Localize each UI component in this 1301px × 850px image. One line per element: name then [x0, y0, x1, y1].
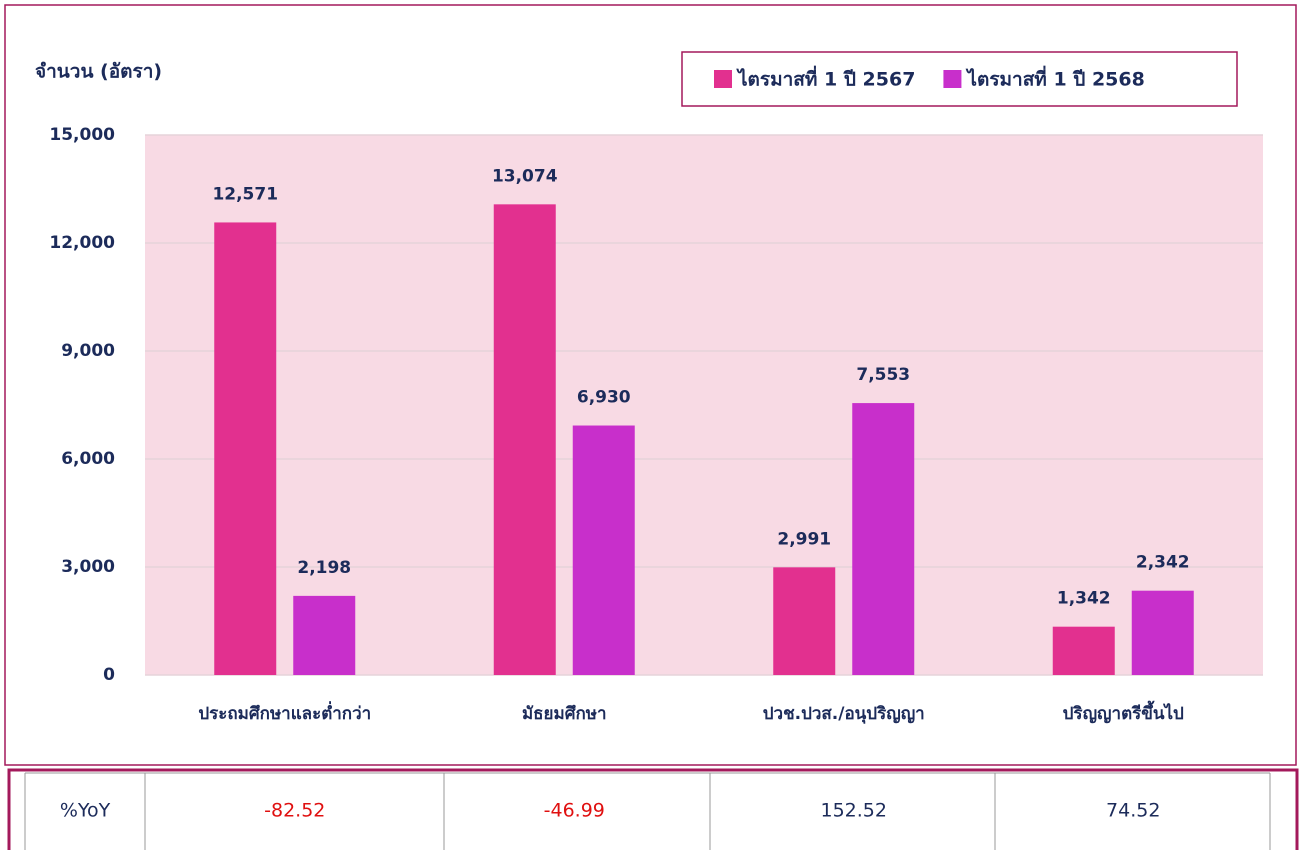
legend-swatch	[943, 70, 962, 88]
value-label: 7,553	[856, 365, 910, 385]
bar	[293, 595, 356, 675]
table-header: %YoY	[60, 800, 111, 822]
bar	[773, 567, 836, 675]
bar	[493, 204, 556, 675]
plot-area	[145, 135, 1263, 675]
legend-label: ไตรมาสที่ 1 ปี 2568	[965, 66, 1144, 91]
x-tick-label: ปวช.ปวส./อนุปริญญา	[763, 704, 925, 724]
table-cell: 74.52	[1106, 800, 1160, 822]
table-cell: -82.52	[264, 800, 325, 822]
y-tick-label: 15,000	[49, 125, 115, 145]
bar	[1131, 590, 1194, 675]
x-tick-label: ปริญญาตรีขึ้นไป	[1063, 700, 1184, 724]
bar	[1052, 626, 1115, 675]
bar	[572, 425, 635, 675]
x-tick-label: มัธยมศึกษา	[522, 704, 607, 724]
value-label: 13,074	[492, 166, 558, 186]
value-label: 2,198	[297, 558, 351, 578]
value-label: 12,571	[212, 184, 278, 204]
value-label: 2,991	[777, 529, 831, 549]
value-label: 6,930	[577, 388, 631, 408]
table-frame	[7, 768, 1299, 850]
x-tick-label: ประถมศึกษาและต่ำกว่า	[198, 701, 371, 724]
value-label: 2,342	[1136, 553, 1190, 573]
y-axis-label: จำนวน (อัตรา)	[35, 61, 162, 83]
table-cell: 152.52	[821, 800, 887, 822]
y-tick-label: 9,000	[61, 341, 115, 361]
y-tick-label: 12,000	[49, 233, 115, 253]
y-tick-label: 6,000	[61, 449, 115, 469]
y-tick-label: 3,000	[61, 557, 115, 577]
legend-label: ไตรมาสที่ 1 ปี 2567	[736, 66, 915, 91]
bar	[852, 403, 915, 675]
table-cell: -46.99	[544, 800, 605, 822]
legend-swatch	[714, 70, 732, 88]
bar	[214, 222, 277, 675]
y-tick-label: 0	[103, 665, 115, 685]
value-label: 1,342	[1057, 589, 1111, 609]
